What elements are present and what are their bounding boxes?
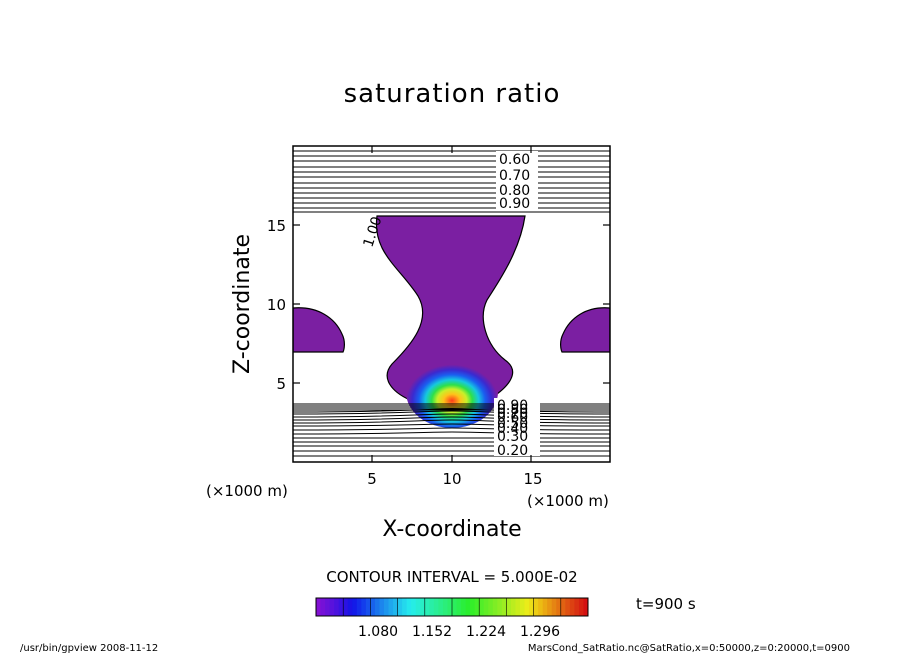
colorbar-segment: [384, 598, 390, 616]
colorbar-segment: [497, 598, 503, 616]
x-axis-label: X-coordinate: [382, 517, 521, 542]
colorbar-segment: [574, 598, 580, 616]
colorbar-segment: [488, 598, 494, 616]
colorbar-segment: [578, 598, 584, 616]
colorbar-segment: [565, 598, 571, 616]
contour-label-upper-4: 0.90: [499, 196, 530, 212]
tick-marks: [293, 146, 610, 462]
colorbar-segment: [316, 598, 322, 616]
contour-label-lower-7: 0.30: [497, 429, 528, 445]
colorbar-segment: [501, 598, 507, 616]
contour-interval-label: CONTOUR INTERVAL = 5.000E-02: [326, 568, 577, 586]
colorbar-segment: [465, 598, 471, 616]
z-axis-label: Z-coordinate: [230, 234, 255, 374]
colorbar-segment: [365, 598, 371, 616]
contour-label-upper-3: 0.80: [499, 183, 530, 199]
colorbar-segment: [343, 598, 349, 616]
colorbar-tick-label: 1.080: [358, 624, 398, 640]
chart-title: saturation ratio: [344, 79, 561, 109]
contour-label-lower-8: 0.20: [497, 443, 528, 459]
colorbar-segment: [506, 598, 512, 616]
contour-lines-upper: [293, 150, 610, 213]
footer-right: MarsCond_SatRatio.nc@SatRatio,x=0:50000,…: [528, 643, 850, 654]
colorbar-segment: [433, 598, 439, 616]
colorbar-segment: [438, 598, 444, 616]
contour-label-lower-5: 0.50: [497, 416, 528, 432]
x-unit-label: (×1000 m): [527, 492, 609, 510]
colorbar-segment: [374, 598, 380, 616]
colorbar-segment: [393, 598, 399, 616]
contour-label-lower-1: 0.90: [497, 398, 528, 414]
colorbar-segment: [352, 598, 358, 616]
colorbar-segment: [510, 598, 516, 616]
x-tick-label: 15: [523, 470, 542, 488]
cloud-region-left: [293, 307, 345, 353]
footer-left: /usr/bin/gpview 2008-11-12: [20, 643, 158, 654]
colorbar-segment: [402, 598, 408, 616]
cloud-region-right: [560, 307, 610, 353]
colorbar-segment: [479, 598, 485, 616]
colorbar-segment: [429, 598, 435, 616]
colorbar-segment: [560, 598, 566, 616]
colorbar-segment: [470, 598, 476, 616]
contour-label-lower-4: 0.60: [497, 410, 528, 426]
colorbar-segment: [583, 598, 589, 616]
colorbar-tick-label: 1.296: [520, 624, 560, 640]
colorbar-segment: [533, 598, 539, 616]
colorbar-segment: [524, 598, 530, 616]
colorbar-segment: [411, 598, 417, 616]
contour-label-lower-6: 0.40: [497, 421, 528, 437]
colorbar-segment: [347, 598, 353, 616]
colorbar-segment: [420, 598, 426, 616]
colorbar-segment: [461, 598, 467, 616]
colorbar-segment: [529, 598, 535, 616]
colorbar-segment: [520, 598, 526, 616]
colorbar-segment: [406, 598, 412, 616]
colorbar-segment: [483, 598, 489, 616]
colorbar-segment: [397, 598, 403, 616]
colorbar-segment: [515, 598, 521, 616]
contour-label-upper-2: 0.70: [499, 168, 530, 184]
z-unit-label: (×1000 m): [206, 482, 288, 500]
plot-area: [293, 150, 610, 457]
colorbar-segment: [356, 598, 362, 616]
colorbar-tick-label: 1.152: [412, 624, 452, 640]
colorbar-segment: [415, 598, 421, 616]
colorbar-segment: [361, 598, 367, 616]
contour-label-lower-2: 0.80: [497, 402, 528, 418]
colorbar-segment: [551, 598, 557, 616]
colorbar-segment: [325, 598, 331, 616]
colorbar-segment: [329, 598, 335, 616]
colorbar-segment: [569, 598, 575, 616]
colorbar-segment: [320, 598, 326, 616]
colorbar-segment: [456, 598, 462, 616]
colorbar-segment: [538, 598, 544, 616]
contour-label-upper-1: 0.60: [499, 152, 530, 168]
x-tick-label: 5: [367, 470, 377, 488]
contour-label-lower-3: 0.70: [497, 406, 528, 422]
colorbar-segment: [388, 598, 394, 616]
z-tick-label: 10: [267, 296, 286, 314]
z-tick-label: 5: [276, 375, 286, 393]
colorbar-segment: [492, 598, 498, 616]
z-tick-label: 15: [267, 217, 286, 235]
colorbar-tick-label: 1.224: [466, 624, 506, 640]
colorbar-segment: [338, 598, 344, 616]
colorbar-segment: [474, 598, 480, 616]
colorbar-segment: [370, 598, 376, 616]
colorbar-segment: [452, 598, 458, 616]
time-label: t=900 s: [636, 595, 696, 613]
colorbar-segment: [542, 598, 548, 616]
x-tick-label: 10: [442, 470, 461, 488]
colorbar-frame: [315, 597, 589, 617]
colorbar-segment: [442, 598, 448, 616]
colorbar-segment: [447, 598, 453, 616]
colorbar-segment: [334, 598, 340, 616]
colorbar: [316, 598, 589, 616]
colorbar-segment: [556, 598, 562, 616]
colorbar-segment: [547, 598, 553, 616]
colorbar-segment: [424, 598, 430, 616]
colorbar-segment: [379, 598, 385, 616]
